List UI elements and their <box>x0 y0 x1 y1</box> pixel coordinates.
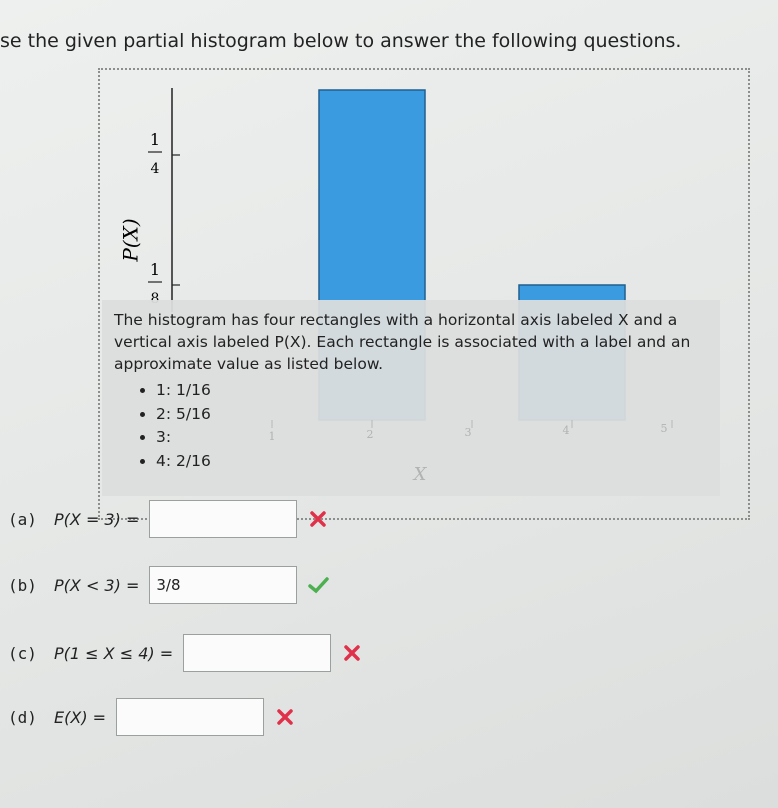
cross-mark <box>310 511 327 527</box>
list-item: 1: 1/16 <box>156 379 708 403</box>
answer-input[interactable] <box>149 500 298 538</box>
y-tick-denominator: 4 <box>151 161 160 177</box>
question-label: (c) <box>8 643 37 663</box>
answer-text: 3/8 <box>156 576 181 594</box>
question-label: (b) <box>8 575 37 595</box>
question-expression: P(1 ≤ X ≤ 4) = <box>54 643 174 663</box>
question-label: (d) <box>8 707 37 727</box>
question-expression: P(X = 3) = <box>54 509 140 529</box>
question: (c) P(1 ≤ X ≤ 4) = <box>8 634 363 672</box>
y-tick-numerator: 1 <box>150 260 160 279</box>
cross-mark <box>344 645 360 661</box>
cross-path <box>344 645 360 661</box>
question: (a) P(X = 3) = <box>8 500 329 538</box>
question: (d) E(X) = <box>8 698 296 736</box>
list-item: 4: 2/16 <box>156 450 708 474</box>
cross-mark <box>277 709 293 725</box>
list-item: 3: <box>156 426 708 450</box>
answer-input[interactable] <box>116 698 265 736</box>
y-tick-numerator: 1 <box>150 130 160 149</box>
list-item: 2: 5/16 <box>156 403 708 427</box>
answer-input[interactable] <box>183 634 332 672</box>
cross-path <box>310 511 327 527</box>
question-label: (a) <box>8 509 37 529</box>
y-tick-denominator: 8 <box>151 291 160 307</box>
instruction: se the given partial histogram below to … <box>0 30 682 52</box>
description-text: The histogram has four rectangles with a… <box>114 311 691 373</box>
check-path <box>308 577 330 594</box>
description-list: 1: 1/162: 5/163:4: 2/16 <box>144 379 708 473</box>
check-mark <box>308 577 330 594</box>
question: (b) P(X < 3) = 3/8 <box>8 566 330 604</box>
description-panel: The histogram has four rectangles with a… <box>102 300 720 496</box>
cross-path <box>277 709 293 725</box>
question-expression: E(X) = <box>54 707 107 727</box>
figure-frame <box>98 68 750 520</box>
answer-input[interactable]: 3/8 <box>149 566 298 604</box>
question-expression: P(X < 3) = <box>54 575 140 595</box>
y-axis-label: P(X) <box>119 218 143 262</box>
